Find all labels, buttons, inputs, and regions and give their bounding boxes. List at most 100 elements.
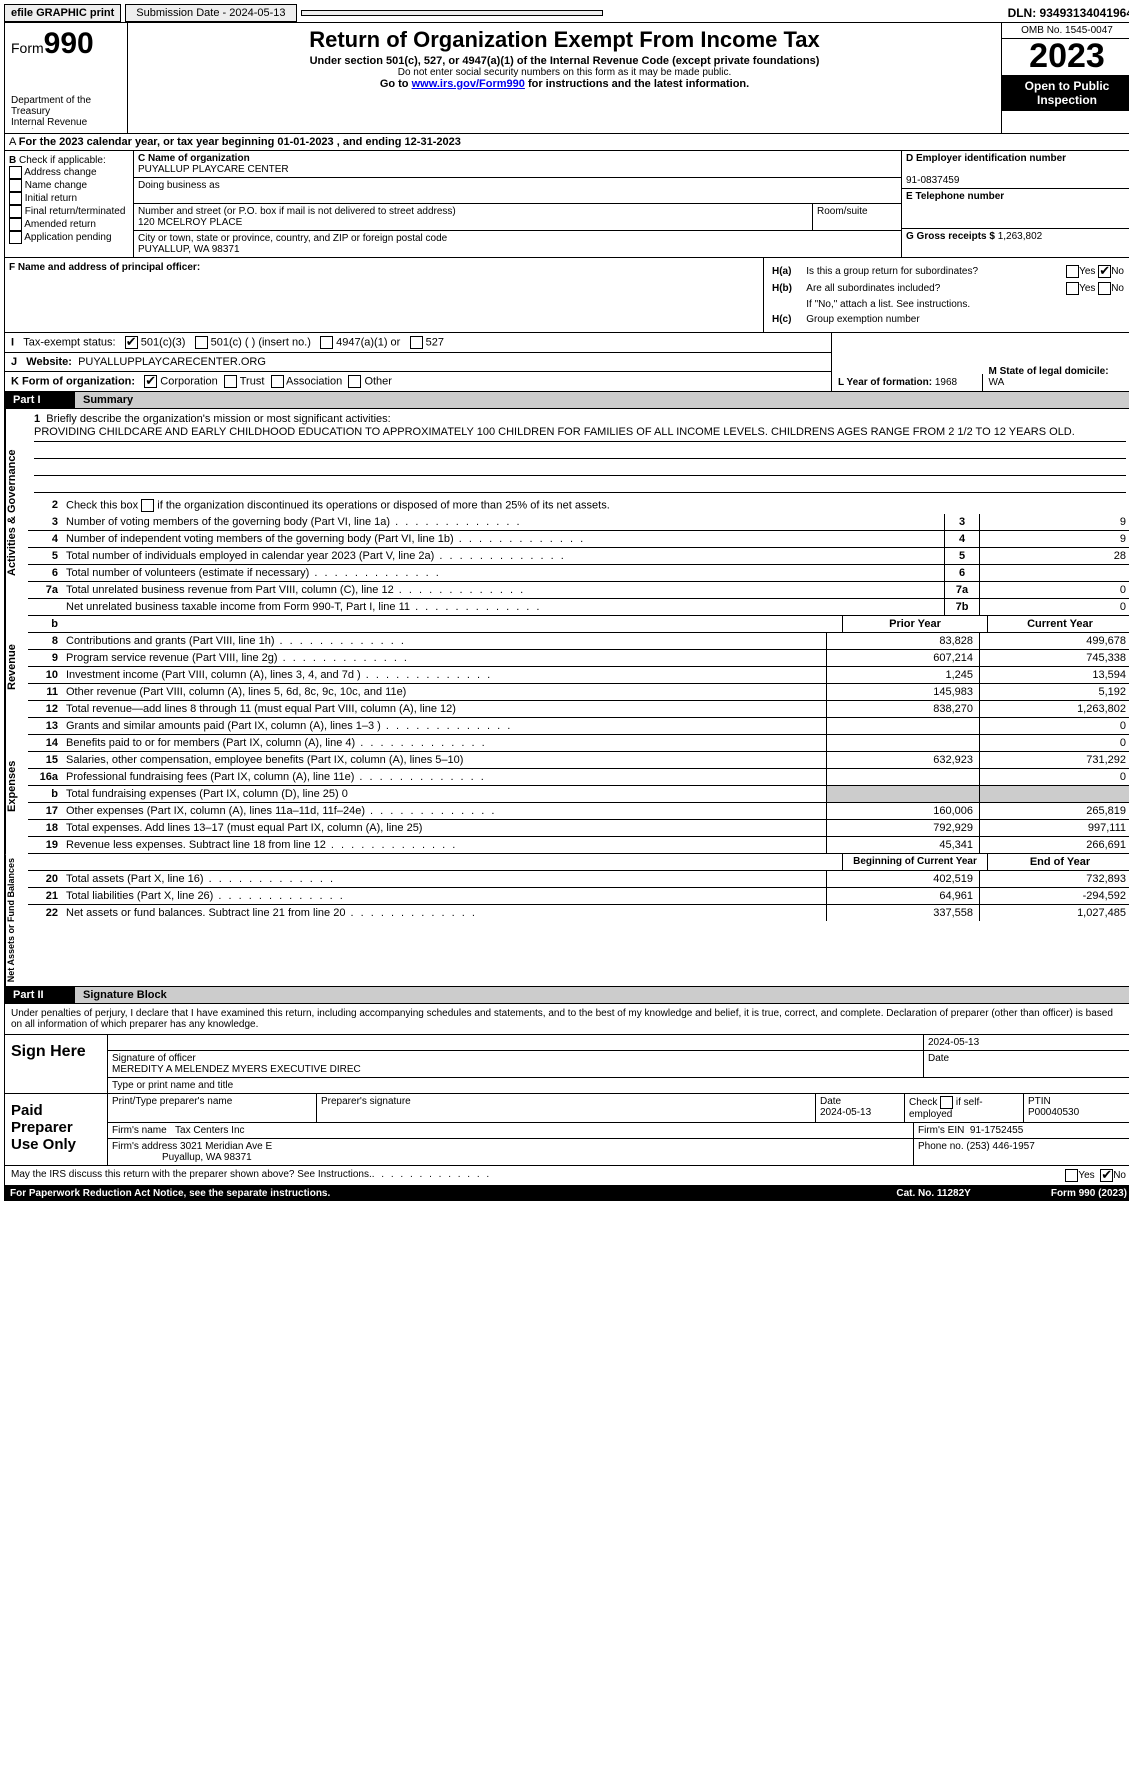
form-label: Form bbox=[11, 40, 44, 56]
discuss-yes[interactable] bbox=[1065, 1169, 1078, 1182]
d2: Date bbox=[820, 1096, 841, 1107]
efile-button[interactable]: efile GRAPHIC print bbox=[4, 4, 121, 22]
q13: 13Grants and similar amounts paid (Part … bbox=[28, 718, 1129, 735]
q7a: 7aTotal unrelated business revenue from … bbox=[28, 582, 1129, 599]
check-amended[interactable] bbox=[9, 218, 22, 231]
row-i: I Tax-exempt status: 501(c)(3) 501(c) ( … bbox=[5, 333, 831, 353]
paid-preparer-label: Paid Preparer Use Only bbox=[5, 1094, 108, 1165]
discuss-no[interactable] bbox=[1100, 1169, 1113, 1182]
top-bar: efile GRAPHIC print Submission Date - 20… bbox=[4, 4, 1129, 22]
tax-year: 2023 bbox=[1002, 39, 1129, 75]
box-b-title: Check if applicable: bbox=[19, 155, 106, 166]
firm-ein-lbl: Firm's EIN bbox=[918, 1125, 964, 1136]
q16b: bTotal fundraising expenses (Part IX, co… bbox=[28, 786, 1129, 803]
domicile-state: WA bbox=[989, 377, 1005, 388]
header-left: Form990 Department of the Treasury Inter… bbox=[5, 23, 128, 133]
check-trust[interactable] bbox=[224, 375, 237, 388]
firm-ein: 91-1752455 bbox=[970, 1125, 1023, 1136]
room-label: Room/suite bbox=[817, 206, 868, 217]
year-formation: 1968 bbox=[935, 377, 957, 388]
q4: 4Number of independent voting members of… bbox=[28, 531, 1129, 548]
q14: 14Benefits paid to or for members (Part … bbox=[28, 735, 1129, 752]
check-assoc[interactable] bbox=[271, 375, 284, 388]
check-527[interactable] bbox=[410, 336, 423, 349]
website-label: Website: bbox=[26, 356, 72, 368]
check-discontinued[interactable] bbox=[141, 499, 154, 512]
check-corp[interactable] bbox=[144, 375, 157, 388]
box-l: L Year of formation: 1968 bbox=[832, 374, 983, 391]
q20: 20Total assets (Part X, line 16)402,5197… bbox=[28, 871, 1129, 888]
q22: 22Net assets or fund balances. Subtract … bbox=[28, 905, 1129, 921]
phone-lbl: Phone no. bbox=[918, 1141, 964, 1152]
prep-name-lbl: Print/Type preparer's name bbox=[108, 1094, 317, 1122]
q5: 5Total number of individuals employed in… bbox=[28, 548, 1129, 565]
hb-yes[interactable] bbox=[1066, 282, 1079, 295]
part2-label: Part II bbox=[5, 987, 75, 1003]
check-501c3[interactable] bbox=[125, 336, 138, 349]
street-address: 120 MCELROY PLACE bbox=[138, 217, 242, 228]
header-mid: Return of Organization Exempt From Incom… bbox=[128, 23, 1001, 133]
opt-address: Address change bbox=[24, 167, 96, 178]
q7b: Net unrelated business taxable income fr… bbox=[28, 599, 1129, 616]
n2: No bbox=[1111, 283, 1124, 294]
check-pending[interactable] bbox=[9, 231, 22, 244]
check-self[interactable] bbox=[940, 1096, 953, 1109]
city-value: PUYALLUP, WA 98371 bbox=[138, 244, 240, 255]
subtitle-2: Do not enter social security numbers on … bbox=[134, 67, 995, 78]
check-4947[interactable] bbox=[320, 336, 333, 349]
o-trust: Trust bbox=[240, 375, 265, 387]
q7b-val: 0 bbox=[979, 599, 1129, 615]
dln-label: DLN: 93493134041964 bbox=[1008, 6, 1129, 20]
ha-no[interactable] bbox=[1098, 265, 1111, 278]
o-corp: Corporation bbox=[160, 375, 217, 387]
subtitle-3: Go to www.irs.gov/Form990 for instructio… bbox=[134, 78, 995, 90]
boy-hdr: Beginning of Current Year bbox=[842, 854, 987, 870]
q6-val bbox=[979, 565, 1129, 581]
yes-lbl: Yes bbox=[1079, 266, 1095, 277]
q18: 18Total expenses. Add lines 13–17 (must … bbox=[28, 820, 1129, 837]
irs-link[interactable]: www.irs.gov/Form990 bbox=[412, 78, 525, 90]
sign-here-label: Sign Here bbox=[5, 1035, 108, 1093]
q21: 21Total liabilities (Part X, line 26)64,… bbox=[28, 888, 1129, 905]
subtitle-1: Under section 501(c), 527, or 4947(a)(1)… bbox=[134, 55, 995, 67]
submission-date: Submission Date - 2024-05-13 bbox=[125, 4, 296, 22]
netassets-section: Net Assets or Fund Balances Beginning of… bbox=[4, 854, 1129, 987]
irs-label: Internal Revenue Service bbox=[11, 117, 121, 129]
ha-text: Is this a group return for subordinates? bbox=[804, 264, 1040, 279]
q10: 10Investment income (Part VIII, column (… bbox=[28, 667, 1129, 684]
discuss-text: May the IRS discuss this return with the… bbox=[11, 1169, 372, 1182]
hb-no[interactable] bbox=[1098, 282, 1111, 295]
phone-label: E Telephone number bbox=[906, 191, 1004, 202]
part2-title: Signature Block bbox=[75, 987, 1129, 1003]
rev-header: bPrior YearCurrent Year bbox=[28, 616, 1129, 633]
expenses-section: Expenses 13Grants and similar amounts pa… bbox=[4, 718, 1129, 854]
org-name: PUYALLUP PLAYCARE CENTER bbox=[138, 164, 289, 175]
goto-post: for instructions and the latest informat… bbox=[525, 78, 749, 90]
q16a: 16aProfessional fundraising fees (Part I… bbox=[28, 769, 1129, 786]
check-address[interactable] bbox=[9, 166, 22, 179]
q3-val: 9 bbox=[979, 514, 1129, 530]
officer-label: F Name and address of principal officer: bbox=[9, 262, 200, 273]
addr-label: Number and street (or P.O. box if mail i… bbox=[138, 206, 456, 217]
check-other[interactable] bbox=[348, 375, 361, 388]
box-f: F Name and address of principal officer: bbox=[5, 258, 764, 332]
o-527: 527 bbox=[426, 336, 444, 348]
q12: 12Total revenue—add lines 8 through 11 (… bbox=[28, 701, 1129, 718]
opt-name: Name change bbox=[25, 180, 87, 191]
side-activities: Activities & Governance bbox=[5, 409, 28, 616]
eoy-hdr: End of Year bbox=[987, 854, 1129, 870]
o-4947: 4947(a)(1) or bbox=[336, 336, 400, 348]
row-j: J Website: PUYALLUPPLAYCARECENTER.ORG bbox=[5, 353, 831, 372]
check-501c[interactable] bbox=[195, 336, 208, 349]
check-final[interactable] bbox=[9, 205, 22, 218]
form-org-label: K Form of organization: bbox=[11, 375, 135, 387]
sig-date: 2024-05-13 bbox=[928, 1037, 979, 1048]
check-name[interactable] bbox=[9, 179, 22, 192]
ha-yes[interactable] bbox=[1066, 265, 1079, 278]
part1-title: Summary bbox=[75, 392, 1129, 408]
firm-addr1: 3021 Meridian Ave E bbox=[180, 1141, 272, 1152]
q5-val: 28 bbox=[979, 548, 1129, 564]
officer-name: MEREDITY A MELENDEZ MYERS EXECUTIVE DIRE… bbox=[112, 1064, 361, 1075]
check-initial[interactable] bbox=[9, 192, 22, 205]
firm-phone: (253) 446-1957 bbox=[966, 1141, 1034, 1152]
